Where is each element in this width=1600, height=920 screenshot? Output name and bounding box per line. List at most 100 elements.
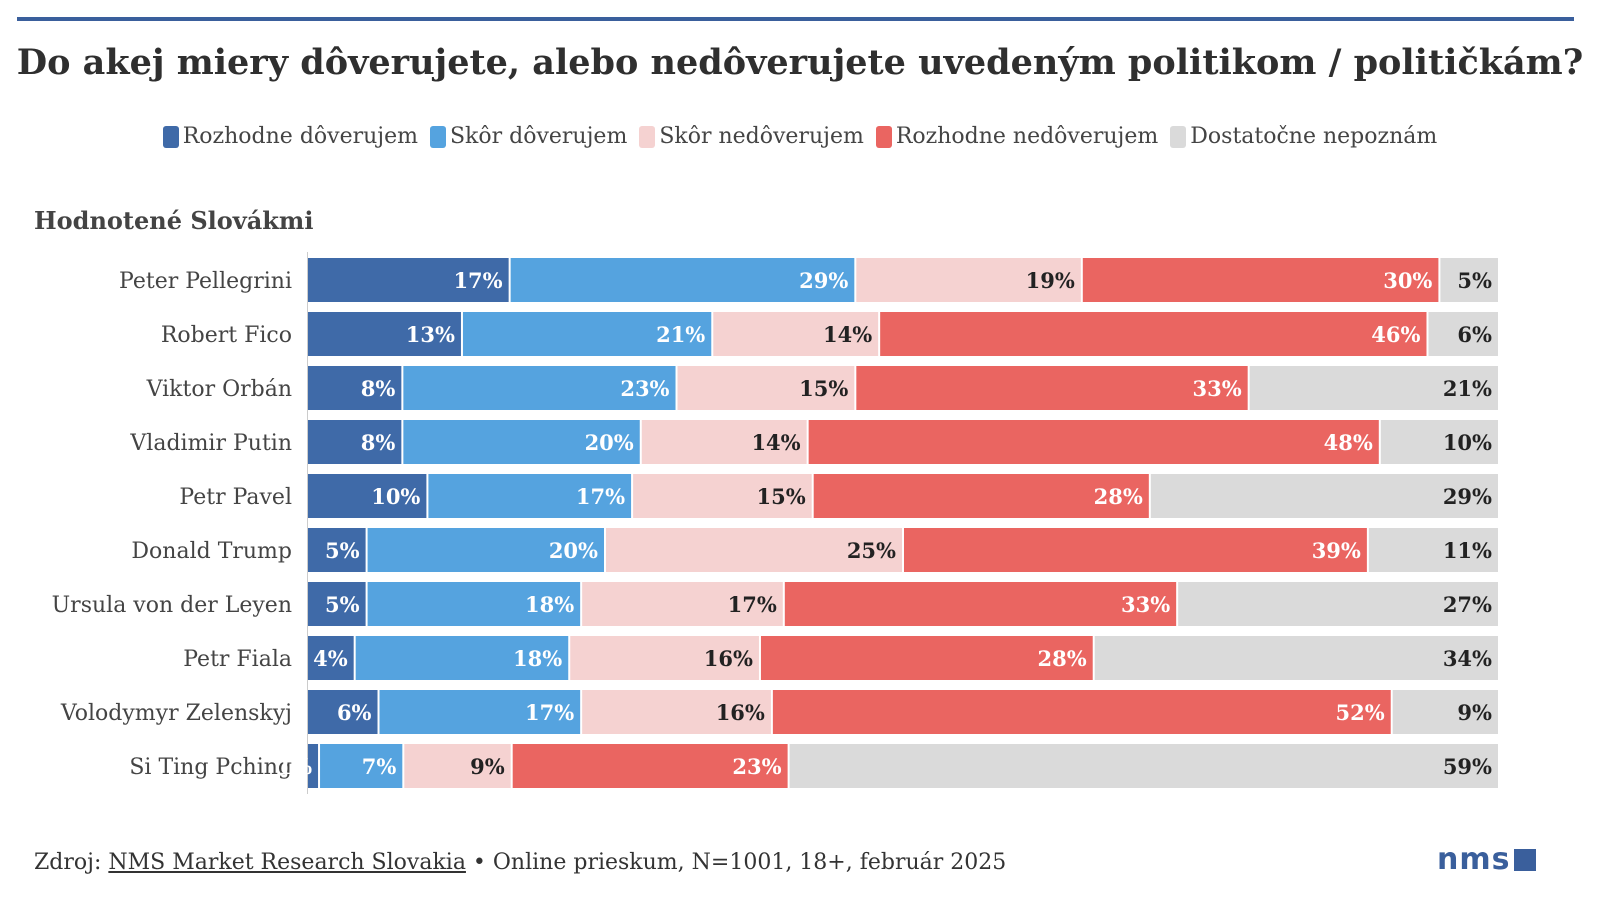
bar-segment (404, 744, 511, 788)
bar-segment (633, 474, 812, 518)
logo-text: nms (1437, 842, 1511, 877)
value-label: 39% (1312, 538, 1361, 563)
bar-segment (856, 258, 1081, 302)
value-label: 23% (732, 754, 781, 779)
legend-label: Skôr dôverujem (449, 124, 628, 149)
legend-item-4: Dostatočne nepoznám (1170, 124, 1437, 149)
legend-label: Skôr nedôverujem (659, 124, 864, 149)
bar-segment (772, 690, 1391, 734)
category-label: Donald Trump (131, 539, 292, 564)
legend-swatch (162, 125, 179, 148)
value-label: 18% (525, 592, 574, 617)
bar-segment (308, 744, 319, 788)
legend: Rozhodne dôverujem Skôr dôverujem Skôr ned… (0, 124, 1600, 149)
value-label: 30% (1383, 268, 1432, 293)
value-label: 20% (549, 538, 598, 563)
value-label: 10% (1443, 430, 1492, 455)
value-label: 17% (453, 268, 502, 293)
value-label: 13% (406, 322, 455, 347)
chart-subtitle: Hodnotené Slovákmi (34, 206, 314, 235)
bar-segment (789, 744, 1498, 788)
bar-segment (904, 528, 1367, 572)
value-label: 14% (823, 322, 872, 347)
value-label: 17% (576, 484, 625, 509)
source-link[interactable]: NMS Market Research Slovakia (108, 850, 466, 875)
bar-segment (880, 312, 1427, 356)
bar-segment (760, 636, 1093, 680)
bar-segment (308, 582, 366, 626)
bar-segment (308, 474, 427, 518)
bar-segment (510, 258, 855, 302)
bar-segment (308, 366, 402, 410)
legend-swatch (429, 125, 446, 148)
legend-swatch (1170, 125, 1187, 148)
bar-segment (808, 420, 1379, 464)
value-label: 17% (525, 700, 574, 725)
bar-segment (1249, 366, 1498, 410)
value-label: 16% (716, 700, 765, 725)
legend-label: Rozhodne nedôverujem (895, 124, 1159, 149)
bar-segment (308, 258, 509, 302)
value-label: 20% (585, 430, 634, 455)
category-label: Viktor Orbán (146, 377, 292, 402)
value-label: 28% (1094, 484, 1143, 509)
value-label: 46% (1371, 322, 1420, 347)
footer-prefix: Zdroj: (34, 850, 109, 875)
bar-segment (367, 582, 581, 626)
bar-segment (1150, 474, 1498, 518)
category-label: Petr Fiala (183, 647, 292, 672)
bar-segment (308, 420, 402, 464)
bar-segment (641, 420, 807, 464)
category-label: Si Ting Pching (129, 755, 292, 780)
category-label: Ursula von der Leyen (52, 593, 292, 618)
footer: Zdroj: NMS Market Research Slovakia • On… (34, 850, 1006, 875)
value-label: 29% (1443, 484, 1492, 509)
value-label: 23% (620, 376, 669, 401)
footer-suffix: • Online prieskum, N=1001, 18+, február … (465, 850, 1007, 875)
value-label: 7% (362, 754, 397, 779)
value-label: 19% (1026, 268, 1075, 293)
bar-segment (379, 690, 581, 734)
legend-item-2: Skôr nedôverujem (639, 124, 864, 149)
value-label: 21% (1443, 376, 1492, 401)
bar-segment (428, 474, 632, 518)
bar-segment (606, 528, 902, 572)
bar-segment (355, 636, 569, 680)
bar-segment (570, 636, 759, 680)
legend-item-1: Skôr dôverujem (429, 124, 628, 149)
bar-segment (462, 312, 712, 356)
value-label: 33% (1192, 376, 1241, 401)
category-label: Robert Fico (161, 323, 292, 348)
value-label: 15% (799, 376, 848, 401)
value-label: 9% (470, 754, 505, 779)
bar-segment (1178, 582, 1498, 626)
bar-segment (813, 474, 1149, 518)
bar-segment (308, 690, 378, 734)
stacked-bar-chart: Peter Pellegrini 17% 29% 19% 30% 5% Robert Fic… (52, 252, 1498, 794)
bar-segment (1368, 528, 1498, 572)
bar-segment (856, 366, 1248, 410)
legend-label: Dostatočne nepoznám (1190, 124, 1438, 149)
value-label: 34% (1443, 646, 1492, 671)
value-label: 10% (371, 484, 420, 509)
value-label: 17% (728, 592, 777, 617)
legend-swatch (639, 125, 656, 148)
value-label: 59% (1443, 754, 1492, 779)
value-label: 48% (1324, 430, 1373, 455)
bar-segment (320, 744, 403, 788)
category-label: Volodymyr Zelenskyj (60, 701, 292, 726)
bar-segment (1440, 258, 1498, 302)
legend-swatch (875, 125, 892, 148)
value-label: 11% (1443, 538, 1492, 563)
bar-segment (403, 366, 676, 410)
value-label: 8% (361, 430, 396, 455)
value-label: 27% (1443, 592, 1492, 617)
logo-square-icon (1514, 848, 1537, 871)
value-label: 6% (1457, 322, 1492, 347)
bar-segment (403, 420, 640, 464)
bar-segment (512, 744, 788, 788)
category-label: Vladimir Putin (129, 431, 292, 456)
value-label: 29% (799, 268, 848, 293)
value-label: 52% (1336, 700, 1385, 725)
bar-segment (308, 312, 461, 356)
